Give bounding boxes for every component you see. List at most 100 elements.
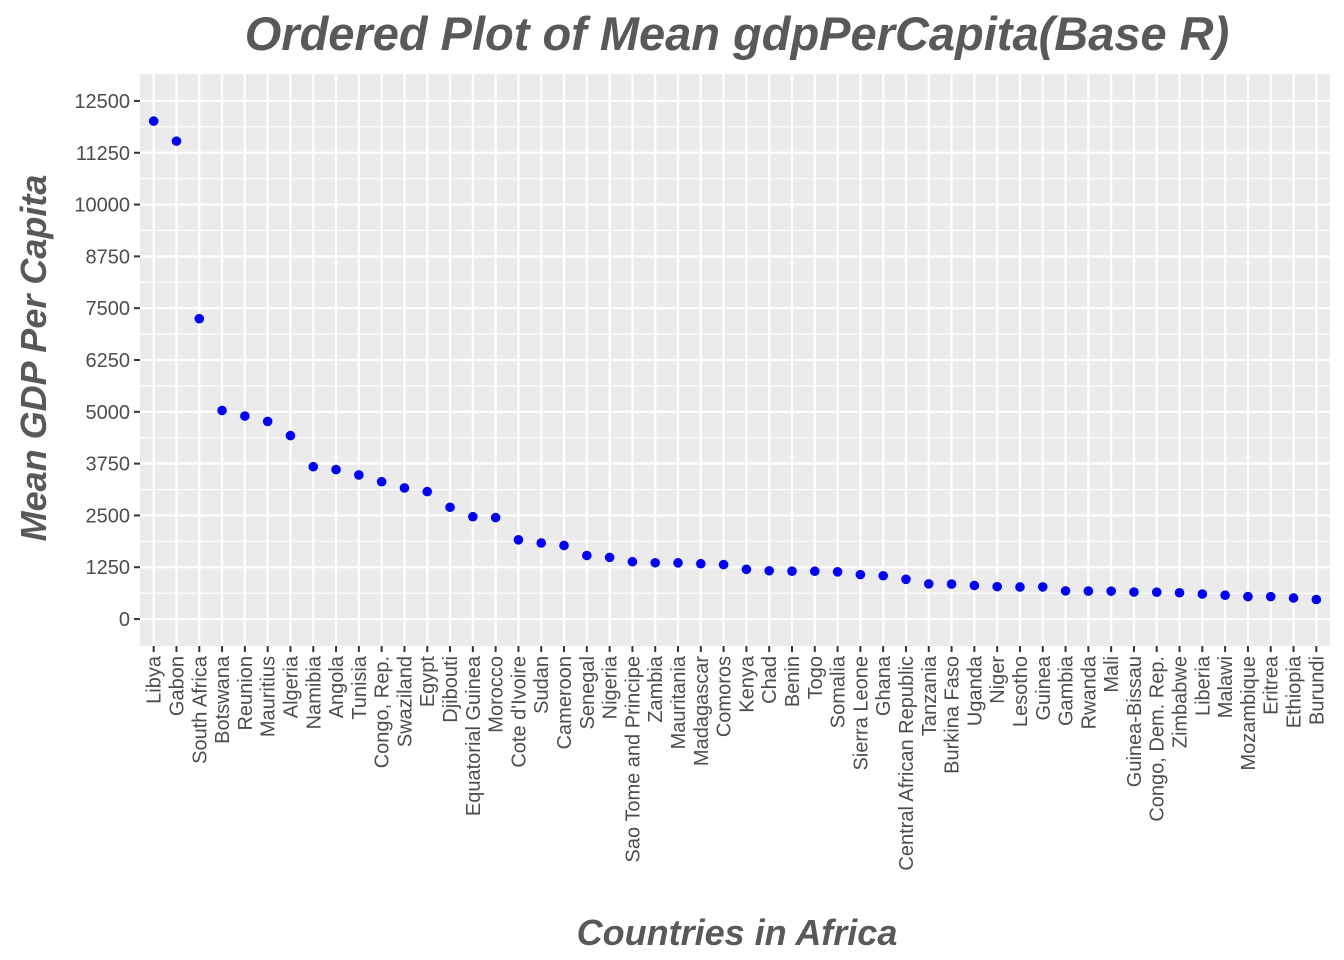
data-point: [1037, 582, 1048, 592]
data-point: [354, 470, 364, 480]
data-point: [1015, 582, 1025, 592]
y-tick-label: 5000: [86, 402, 131, 424]
data-point: [399, 483, 410, 493]
data-point: [1106, 586, 1116, 596]
grid-lines: [140, 74, 1330, 646]
x-tick-label: Togo: [805, 656, 827, 699]
x-tick-label: Malawi: [1215, 656, 1237, 718]
x-tick-label: Burkina Faso: [942, 656, 964, 774]
data-point: [1197, 589, 1208, 599]
y-tick-label: 1250: [86, 557, 131, 579]
x-tick-label: Gambia: [1056, 655, 1078, 726]
x-tick-label: Senegal: [577, 656, 599, 729]
x-tick-label: Cote d'Ivoire: [508, 656, 530, 768]
x-tick-label: Namibia: [303, 655, 325, 729]
data-point: [923, 579, 934, 589]
y-axis-ticks: 0 1250 2500 3750 5000 6250 7500 8750 10000 11250 1…: [74, 91, 140, 631]
x-tick-label: Guinea-Bissau: [1124, 656, 1146, 787]
x-tick-label: Nigeria: [600, 655, 622, 719]
data-point: [1288, 593, 1299, 603]
data-point: [262, 416, 273, 427]
data-point: [240, 411, 250, 421]
x-tick-label: Sudan: [531, 656, 553, 714]
x-tick-label: Uganda: [964, 655, 986, 726]
y-tick-label: 0: [119, 609, 130, 631]
data-point: [308, 461, 319, 472]
x-tick-label: Tunisia: [349, 655, 371, 720]
x-tick-label: Congo, Rep.: [372, 656, 394, 768]
x-tick-label: Zambia: [645, 655, 667, 723]
data-point: [673, 558, 683, 568]
data-point: [1129, 587, 1139, 597]
x-tick-label: Zimbabwe: [1170, 656, 1192, 748]
data-point: [285, 430, 296, 441]
data-point: [376, 476, 387, 487]
chart-title: Ordered Plot of Mean gdpPerCapita(Base R…: [244, 7, 1230, 60]
data-point: [468, 511, 478, 522]
data-point: [696, 558, 706, 569]
y-tick-label: 2500: [86, 505, 131, 527]
y-tick-label: 7500: [86, 298, 131, 320]
data-point: [148, 116, 159, 126]
x-tick-label: Madagascar: [691, 656, 713, 766]
x-tick-label: Botswana: [212, 655, 234, 744]
y-tick-label: 6250: [86, 350, 131, 372]
data-point: [650, 557, 661, 568]
x-tick-label: Ethiopia: [1284, 655, 1306, 728]
x-tick-label: Swaziland: [394, 656, 416, 747]
x-tick-label: South Africa: [189, 655, 211, 764]
x-tick-label: Rwanda: [1078, 655, 1100, 729]
x-tick-label: Sierra Leone: [850, 656, 872, 771]
data-point: [741, 564, 752, 575]
x-axis-ticks: Libya Gabon South Africa Botswana Reunion Mau…: [144, 646, 1328, 871]
x-tick-label: Cameroon: [554, 656, 576, 749]
data-point: [1151, 587, 1162, 597]
data-point: [878, 570, 888, 581]
x-tick-label: Liberia: [1192, 655, 1214, 716]
y-tick-label: 11250: [76, 143, 130, 165]
x-tick-label: Mauritania: [668, 655, 690, 749]
data-point: [901, 574, 911, 585]
data-point: [627, 556, 638, 567]
data-point: [604, 552, 615, 563]
x-tick-label: Niger: [987, 656, 1009, 704]
x-tick-label: Lesotho: [1010, 656, 1032, 727]
data-point: [217, 405, 227, 416]
x-tick-label: Eritrea: [1261, 655, 1283, 715]
x-tick-label: Gabon: [166, 656, 188, 716]
x-tick-label: Kenya: [736, 655, 758, 713]
x-tick-label: Morocco: [486, 656, 508, 733]
data-point: [559, 540, 569, 551]
data-point: [1220, 590, 1230, 601]
x-tick-label: Equatorial Guinea: [463, 655, 485, 816]
data-point: [513, 535, 524, 545]
data-point: [445, 502, 455, 513]
x-tick-label: Chad: [759, 656, 781, 704]
data-point: [1083, 586, 1094, 596]
x-tick-label: Angola: [326, 655, 348, 718]
x-tick-label: Libya: [144, 655, 166, 704]
data-point: [764, 565, 774, 576]
data-point: [1243, 591, 1253, 602]
x-tick-label: Sao Tome and Principe: [622, 656, 644, 862]
data-point: [171, 136, 182, 146]
data-point: [536, 538, 547, 548]
y-tick-label: 12500: [74, 91, 130, 113]
data-point: [718, 559, 729, 570]
x-tick-label: Egypt: [417, 656, 439, 708]
data-point: [946, 579, 957, 589]
data-point: [969, 580, 980, 591]
x-tick-label: Mali: [1101, 656, 1123, 693]
x-axis-title: Countries in Africa: [576, 912, 898, 953]
data-point: [1060, 586, 1071, 596]
x-tick-label: Mozambique: [1238, 656, 1260, 771]
x-tick-label: Congo, Dem. Rep.: [1147, 656, 1169, 822]
data-point: [787, 566, 797, 576]
data-point: [331, 464, 341, 475]
x-tick-label: Mauritius: [258, 656, 280, 737]
data-point: [1174, 587, 1185, 598]
x-tick-label: Guinea: [1033, 655, 1055, 720]
data-point: [490, 512, 501, 523]
data-point: [1265, 591, 1276, 602]
